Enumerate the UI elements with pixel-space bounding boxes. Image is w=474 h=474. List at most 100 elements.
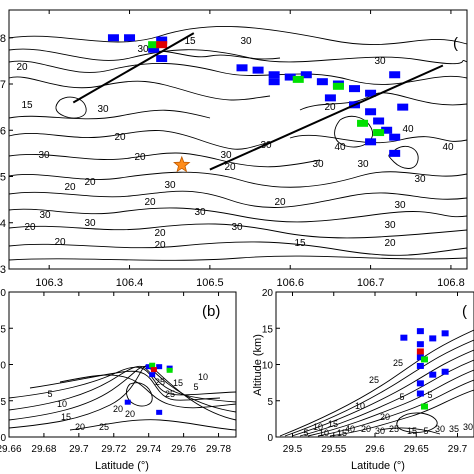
blue-cell <box>107 34 119 42</box>
section-line <box>209 64 444 171</box>
blue-cell <box>316 78 328 86</box>
y-tick-label: 10 <box>262 361 274 372</box>
contour-label: 20 <box>113 404 123 414</box>
star-marker <box>173 155 191 173</box>
x-tick-label: 106.6 <box>276 277 304 289</box>
contour-label: 30 <box>84 218 96 229</box>
contour-label: 15 <box>407 426 417 436</box>
contour-label: 20 <box>54 237 66 248</box>
x-tick-label: 29.74 <box>136 444 161 455</box>
x-tick-label: 106.4 <box>116 277 144 289</box>
contour-label: 30 <box>240 36 252 47</box>
panel-c-ylabel: Altitude (km) <box>252 334 264 396</box>
contour-label: 30 <box>394 200 406 211</box>
contour-label: 10 <box>319 428 329 438</box>
panel-c-cells <box>400 328 449 410</box>
contour-label: 5 <box>303 428 308 438</box>
contour-label: 20 <box>75 422 85 432</box>
y-tick-label: 20 <box>262 288 274 299</box>
contour-label: 15 <box>21 100 33 111</box>
contour-label: 20 <box>144 197 156 208</box>
red-cell <box>150 367 157 373</box>
blue-cell <box>416 390 424 397</box>
contour-label: 30 <box>435 424 445 434</box>
x-tick-label: 29.76 <box>171 444 196 455</box>
panel-c-contours <box>279 329 474 437</box>
blue-cell <box>365 89 377 97</box>
y-tick-label: 0 <box>0 433 6 444</box>
panel-a-label: ( <box>453 35 458 52</box>
blue-cell <box>389 71 401 79</box>
x-tick-label: 106.3 <box>35 277 63 289</box>
panel-c-label: ( <box>462 303 467 320</box>
contour-label: 20 <box>154 240 166 251</box>
blue-cell <box>441 368 449 375</box>
y-tick-label: 7 <box>0 79 6 91</box>
blue-cell <box>324 94 336 102</box>
y-tick-label: 15 <box>0 324 6 335</box>
blue-cell <box>252 66 264 74</box>
contour-label: 30 <box>357 159 369 170</box>
blue-cell <box>397 103 409 111</box>
blue-cell <box>124 399 131 405</box>
blue-cell <box>156 55 168 63</box>
blue-cell <box>148 45 160 53</box>
contour-label: 30 <box>414 174 426 185</box>
y-tick-label: 15 <box>262 324 274 335</box>
contour-label: 40 <box>334 142 346 153</box>
contour-label: 15 <box>61 412 71 422</box>
panel-a-contours <box>8 25 468 261</box>
panel-a-map: 1530303020153020302030203030302020304030… <box>0 9 468 289</box>
y-tick-label: 20 <box>0 288 6 299</box>
contour-label: 5 <box>427 390 432 400</box>
contour-label: 25 <box>99 422 109 432</box>
panel-b-label: (b) <box>202 303 220 320</box>
contour-label: 30 <box>220 150 232 161</box>
contour-label: 30 <box>312 159 324 170</box>
blue-cell <box>416 341 424 348</box>
contour-label: 5 <box>423 426 428 436</box>
x-tick-label: 29.7 <box>69 444 89 455</box>
contour-label: 20 <box>324 102 336 113</box>
blue-cell <box>441 330 449 337</box>
x-tick-label: 29.68 <box>31 444 56 455</box>
blue-cell <box>124 34 136 42</box>
blue-cell <box>145 364 152 370</box>
blue-cell <box>156 409 163 415</box>
contour-label: 30 <box>374 56 386 67</box>
blue-cell <box>400 334 408 341</box>
panel-a-frame <box>8 9 468 270</box>
contour-label: 30 <box>194 207 206 218</box>
blue-cell <box>416 380 424 387</box>
x-tick-label: 29.66 <box>0 444 22 455</box>
blue-cell <box>429 335 437 342</box>
blue-cell <box>236 64 248 72</box>
panel-a-star <box>173 155 191 173</box>
panel-b-cells <box>124 362 173 415</box>
x-tick-label: 29.5 <box>283 444 303 455</box>
contour-label: 30 <box>38 150 50 161</box>
y-tick-label: 3 <box>0 264 6 276</box>
green-cell <box>421 356 428 363</box>
y-tick-label: 5 <box>267 397 273 408</box>
panel-a-cells <box>107 34 409 157</box>
green-cell <box>148 41 160 49</box>
contour-label: 30 <box>164 180 176 191</box>
contour-label: 10 <box>57 399 67 409</box>
blue-cell <box>365 108 377 116</box>
x-tick-label: 29.72 <box>101 444 126 455</box>
contour-label: 15 <box>173 378 183 388</box>
contour-label: 40 <box>442 142 454 153</box>
y-tick-label: 5 <box>0 397 6 408</box>
green-cell <box>166 367 173 373</box>
blue-cell <box>365 138 377 146</box>
y-tick-label: 8 <box>0 33 6 45</box>
contour-label: 20 <box>114 132 126 143</box>
green-cell <box>421 403 428 410</box>
panel-c-xlabel: Latitude (°) <box>351 460 405 472</box>
x-tick-label: 106.7 <box>357 277 385 289</box>
contour-label: 20 <box>134 152 146 163</box>
